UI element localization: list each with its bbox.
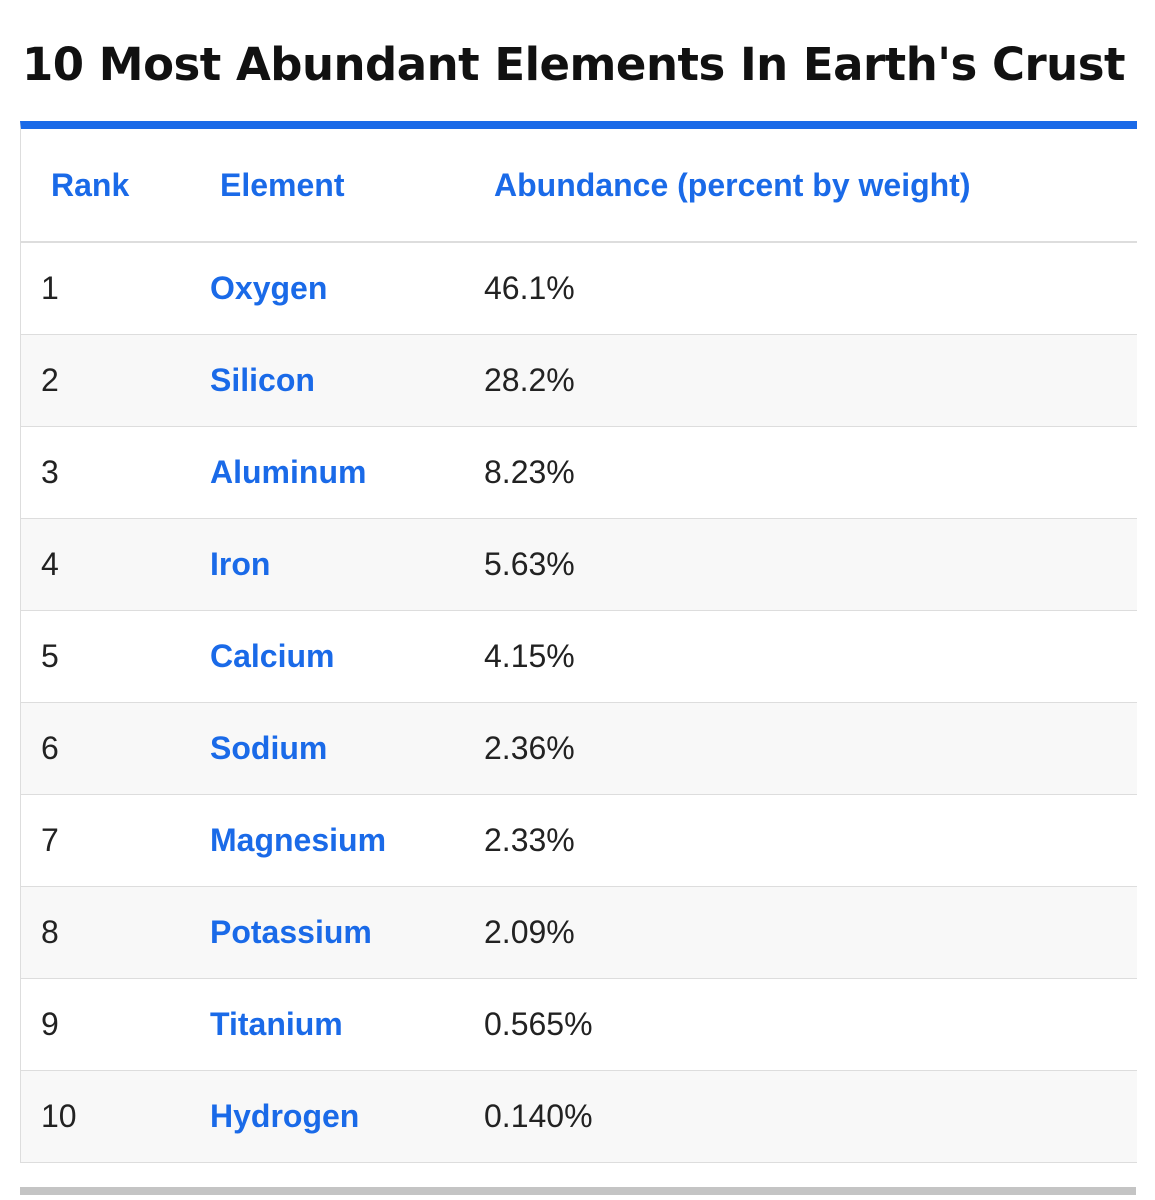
abundance-cell: 28.2% xyxy=(464,334,1137,427)
element-cell: Iron xyxy=(190,518,464,611)
table-row: 10 Hydrogen 0.140% xyxy=(21,1070,1137,1163)
element-cell: Magnesium xyxy=(190,794,464,887)
rank-cell: 2 xyxy=(21,334,190,427)
table-row: 2 Silicon 28.2% xyxy=(21,334,1137,427)
element-link-silicon[interactable]: Silicon xyxy=(210,362,315,398)
rank-cell: 5 xyxy=(21,610,190,703)
table-row: 8 Potassium 2.09% xyxy=(21,886,1137,979)
elements-table-container: Rank Element Abundance (percent by weigh… xyxy=(20,121,1137,1163)
table-row: 1 Oxygen 46.1% xyxy=(21,242,1137,335)
element-link-oxygen[interactable]: Oxygen xyxy=(210,270,328,306)
table-row: 5 Calcium 4.15% xyxy=(21,610,1137,703)
header-rank[interactable]: Rank xyxy=(21,129,190,243)
abundance-cell: 8.23% xyxy=(464,426,1137,519)
rank-cell: 6 xyxy=(21,702,190,795)
element-cell: Sodium xyxy=(190,702,464,795)
element-link-iron[interactable]: Iron xyxy=(210,546,271,582)
rank-cell: 9 xyxy=(21,978,190,1071)
element-cell: Hydrogen xyxy=(190,1070,464,1163)
element-cell: Titanium xyxy=(190,978,464,1071)
abundance-cell: 2.36% xyxy=(464,702,1137,795)
table-row: 9 Titanium 0.565% xyxy=(21,978,1137,1071)
rank-cell: 8 xyxy=(21,886,190,979)
element-link-hydrogen[interactable]: Hydrogen xyxy=(210,1098,360,1134)
element-link-aluminum[interactable]: Aluminum xyxy=(210,454,367,490)
abundance-cell: 2.33% xyxy=(464,794,1137,887)
abundance-cell: 2.09% xyxy=(464,886,1137,979)
rank-cell: 7 xyxy=(21,794,190,887)
header-element[interactable]: Element xyxy=(190,129,464,243)
element-link-magnesium[interactable]: Magnesium xyxy=(210,822,387,858)
table-row: 6 Sodium 2.36% xyxy=(21,702,1137,795)
element-cell: Aluminum xyxy=(190,426,464,519)
abundance-cell: 5.63% xyxy=(464,518,1137,611)
abundance-cell: 4.15% xyxy=(464,610,1137,703)
header-abundance[interactable]: Abundance (percent by weight) xyxy=(464,129,1137,243)
abundance-cell: 46.1% xyxy=(464,242,1137,335)
horizontal-scrollbar[interactable] xyxy=(20,1187,1136,1195)
element-cell: Silicon xyxy=(190,334,464,427)
abundance-cell: 0.140% xyxy=(464,1070,1137,1163)
elements-table: Rank Element Abundance (percent by weigh… xyxy=(21,129,1137,1163)
abundance-cell: 0.565% xyxy=(464,978,1137,1071)
table-header-row: Rank Element Abundance (percent by weigh… xyxy=(21,129,1137,243)
table-row: 4 Iron 5.63% xyxy=(21,518,1137,611)
element-cell: Calcium xyxy=(190,610,464,703)
rank-cell: 3 xyxy=(21,426,190,519)
element-link-sodium[interactable]: Sodium xyxy=(210,730,328,766)
element-link-titanium[interactable]: Titanium xyxy=(210,1006,343,1042)
element-cell: Potassium xyxy=(190,886,464,979)
table-row: 3 Aluminum 8.23% xyxy=(21,426,1137,519)
rank-cell: 1 xyxy=(21,242,190,335)
element-link-potassium[interactable]: Potassium xyxy=(210,914,372,950)
element-cell: Oxygen xyxy=(190,242,464,335)
page-title: 10 Most Abundant Elements In Earth's Cru… xyxy=(22,38,1126,91)
table-row: 7 Magnesium 2.33% xyxy=(21,794,1137,887)
rank-cell: 4 xyxy=(21,518,190,611)
element-link-calcium[interactable]: Calcium xyxy=(210,638,335,674)
rank-cell: 10 xyxy=(21,1070,190,1163)
